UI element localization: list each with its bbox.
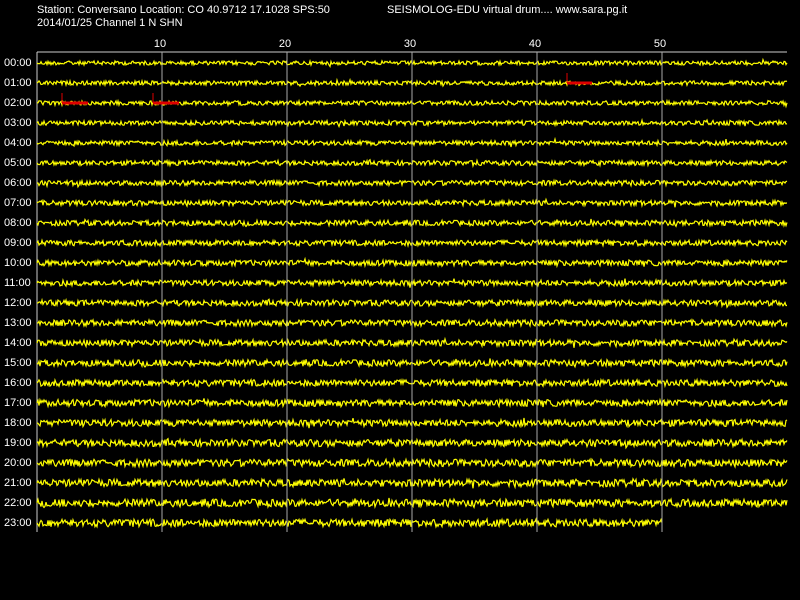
row-label: 16:00 — [4, 377, 32, 389]
chart-caption: 2014/01/25 Channel 1 N SHN — [37, 17, 183, 29]
chart-title: Station: Conversano Location: CO 40.9712… — [37, 4, 330, 16]
row-label: 13:00 — [4, 317, 32, 329]
row-label: 23:00 — [4, 517, 32, 529]
row-label: 17:00 — [4, 397, 32, 409]
row-label: 08:00 — [4, 217, 32, 229]
row-label: 20:00 — [4, 457, 32, 469]
row-label: 00:00 — [4, 57, 32, 69]
row-label: 11:00 — [4, 277, 31, 289]
row-label: 02:00 — [4, 97, 32, 109]
row-label: 15:00 — [4, 357, 32, 369]
row-label: 05:00 — [4, 157, 32, 169]
trace — [36, 516, 663, 529]
row-label: 09:00 — [4, 237, 32, 249]
x-tick-label: 50 — [654, 38, 666, 50]
row-label: 21:00 — [4, 477, 32, 489]
row-label: 12:00 — [4, 297, 32, 309]
row-label: 07:00 — [4, 197, 32, 209]
row-label: 14:00 — [4, 337, 32, 349]
x-tick-label: 40 — [529, 38, 541, 50]
x-tick-label: 10 — [154, 38, 166, 50]
x-tick-label: 30 — [404, 38, 416, 50]
row-label: 10:00 — [4, 257, 32, 269]
row-label: 03:00 — [4, 117, 32, 129]
row-label: 18:00 — [4, 417, 32, 429]
row-label: 04:00 — [4, 137, 32, 149]
row-label: 01:00 — [4, 77, 32, 89]
row-label: 19:00 — [4, 437, 32, 449]
row-label: 22:00 — [4, 497, 32, 509]
chart-subtitle: SEISMOLOG-EDU virtual drum.... www.sara.… — [387, 4, 627, 16]
x-tick-label: 20 — [279, 38, 291, 50]
row-label: 06:00 — [4, 177, 32, 189]
